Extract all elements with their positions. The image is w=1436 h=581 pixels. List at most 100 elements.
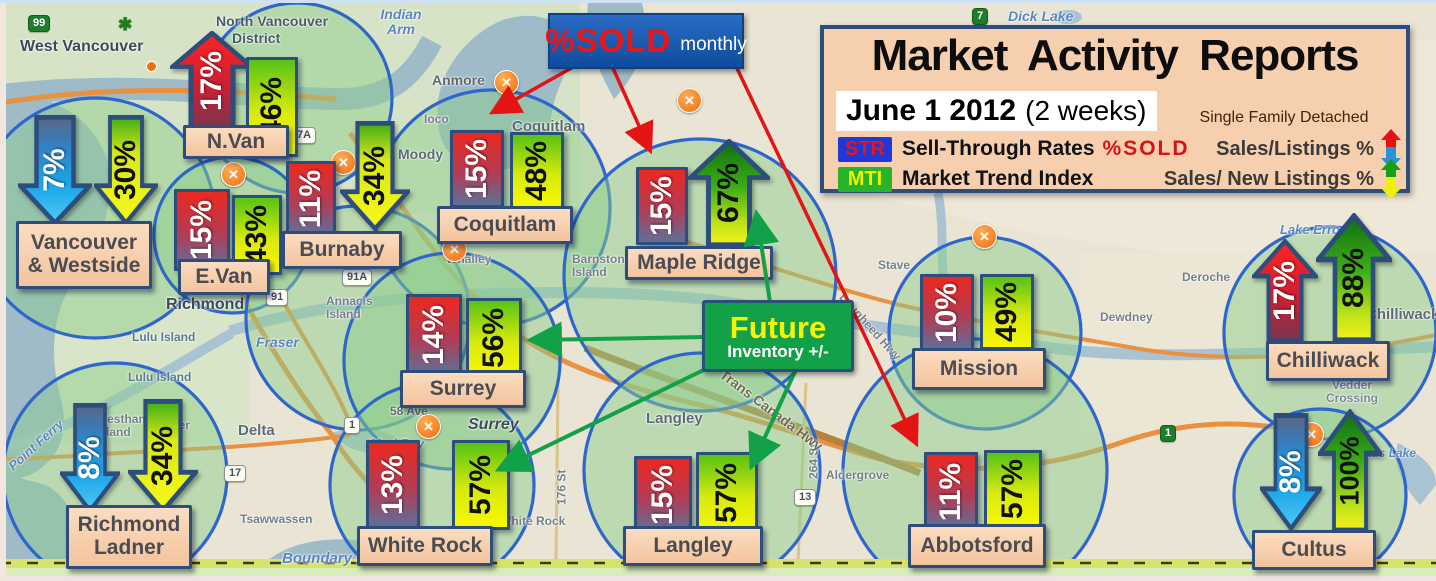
mti-trend-icon	[1381, 159, 1401, 199]
map-label-north-vancouver-district: District	[232, 30, 281, 46]
mti-value: 34%	[358, 145, 391, 207]
str-value: 11%	[294, 169, 327, 229]
region-label: N.Van	[183, 125, 289, 159]
region-label: Mission	[912, 348, 1046, 390]
mti-down-arrow: 34%	[128, 399, 198, 513]
map-label-richmond-city: Richmond	[166, 296, 245, 313]
future-inventory-callout: Future Inventory +/-	[702, 300, 854, 372]
region-label: Chilliwack	[1266, 341, 1390, 381]
region-label: E.Van	[178, 259, 270, 295]
map-label-dick-lake: Dick Lake	[1008, 8, 1074, 24]
hwy-13-shield: 13	[794, 489, 817, 507]
mti-bar: 57%	[696, 452, 758, 534]
str-value: 7%	[38, 148, 71, 192]
map-label-annacis-island: Annacis Island	[326, 294, 373, 321]
str-value: 8%	[73, 436, 106, 480]
map-label-dewdney: Dewdney	[1100, 310, 1153, 324]
map-label-176-st: 176 St	[554, 469, 569, 505]
region-label: Vancouver & Westside	[16, 221, 152, 289]
map-label-trans-canada-hwy: Trans Canada Hwy	[716, 366, 827, 454]
str-bar: 15%	[636, 167, 688, 245]
map-label-lulu-island-2: Lulu Island	[128, 370, 192, 384]
mti-value: 30%	[109, 139, 142, 201]
report-title: Market Activity Reports	[871, 31, 1360, 80]
mti-value: 34%	[146, 425, 179, 487]
park-icon: ✱	[118, 15, 133, 34]
str-bar: 11%	[286, 161, 336, 237]
legend-panel: Market Activity Reports June 1 2012 (2 w…	[820, 25, 1410, 199]
mti-bar: 49%	[980, 274, 1034, 350]
mti-value: 48%	[520, 140, 553, 202]
map-label-fraser-river: Fraser	[256, 334, 299, 350]
hwy-1-green-shield: 1	[1160, 425, 1177, 443]
region-label: Burnaby	[282, 231, 402, 269]
mti-bar: 57%	[984, 450, 1042, 528]
hwy-1-shield: 1	[344, 417, 361, 435]
map-label-lake-errock: Lake Errock	[1280, 222, 1355, 237]
str-bar: 13%	[366, 440, 420, 530]
map-label-white-rock-city: White Rock	[500, 514, 566, 528]
str-value: 17%	[195, 50, 228, 112]
str-bar: 14%	[406, 294, 462, 376]
property-type-label: Single Family Detached	[1199, 109, 1369, 126]
hwy-91-shield: 91	[266, 289, 289, 307]
map-label-coquitlam-city: Coquitlam	[512, 118, 586, 135]
str-value: 11%	[934, 462, 967, 522]
str-value: 15%	[460, 138, 493, 200]
str-value: 15%	[185, 199, 218, 261]
map-label-tsawwassen: Tsawwassen	[240, 512, 313, 526]
sold-callout-subtitle: monthly	[680, 34, 747, 55]
hwy-17-shield: 17	[224, 465, 247, 483]
str-value: 13%	[376, 454, 409, 516]
legend-row-str: STR Sell-Through Rates %SOLD Sales/Listi…	[838, 129, 1402, 169]
mti-bar: 48%	[510, 132, 564, 210]
mti-value: 49%	[990, 281, 1023, 343]
x-marker-icon: ✕	[677, 88, 702, 113]
map-label-aldergrove: Aldergrove	[826, 468, 890, 482]
mti-value: 67%	[712, 162, 745, 224]
region-label: Langley	[623, 526, 763, 566]
future-callout-title: Future	[729, 309, 827, 345]
mti-down-arrow: 30%	[94, 115, 158, 225]
str-value: 10%	[930, 282, 963, 344]
legend-row-mti: MTI Market Trend Index Sales/ New Listin…	[838, 159, 1402, 199]
map-label-indian-arm: Indian Arm	[380, 6, 422, 37]
map-label-anmore: Anmore	[432, 72, 485, 88]
str-value: 14%	[417, 304, 450, 366]
future-callout-subtitle: Inventory +/-	[727, 342, 829, 362]
map-label-point-ferry: Point Ferry	[5, 416, 67, 474]
str-value: 15%	[645, 175, 678, 237]
map-label-stave: Stave	[878, 258, 911, 272]
region-label: White Rock	[357, 526, 493, 566]
place-dot-icon	[146, 61, 157, 72]
str-down-arrow: 8%	[60, 403, 120, 513]
sold-monthly-callout: %SOLD monthly	[545, 13, 747, 69]
map-label-ioco: Ioco	[424, 112, 449, 126]
mti-badge: MTI	[838, 166, 892, 192]
map-label-langley-city: Langley	[646, 410, 703, 427]
x-marker-icon: ✕	[416, 414, 441, 439]
map-label-north-vancouver: North Vancouver	[216, 13, 329, 29]
str-down-arrow: 7%	[18, 115, 92, 225]
hwy-91a-shield: 91A	[342, 269, 373, 287]
mti-value: 88%	[1337, 247, 1370, 309]
region-label: Surrey	[400, 370, 526, 408]
map-label-deroche: Deroche	[1182, 270, 1231, 284]
region-label: Richmond Ladner	[66, 505, 192, 569]
page-left-edge	[0, 3, 6, 581]
mti-value: 56%	[477, 307, 510, 369]
map-label-lulu-island-1: Lulu Island	[132, 330, 196, 344]
mti-value: 100%	[1334, 436, 1365, 506]
hwy-99-shield: 99	[28, 15, 51, 33]
str-up-arrow: 17%	[1252, 239, 1318, 343]
x-marker-icon: ✕	[972, 224, 997, 249]
region-label: Abbotsford	[908, 524, 1046, 568]
map-label-barnston-island: Barnston Island	[572, 252, 625, 279]
str-value: 17%	[1268, 260, 1301, 322]
mti-value: 57%	[996, 458, 1029, 520]
hwy-7-shield: 7	[972, 8, 989, 26]
map-label-west-vancouver: West Vancouver	[20, 38, 144, 55]
region-label: Maple Ridge	[625, 246, 773, 280]
str-up-arrow: 17%	[170, 31, 254, 131]
str-bar: 10%	[920, 274, 974, 352]
